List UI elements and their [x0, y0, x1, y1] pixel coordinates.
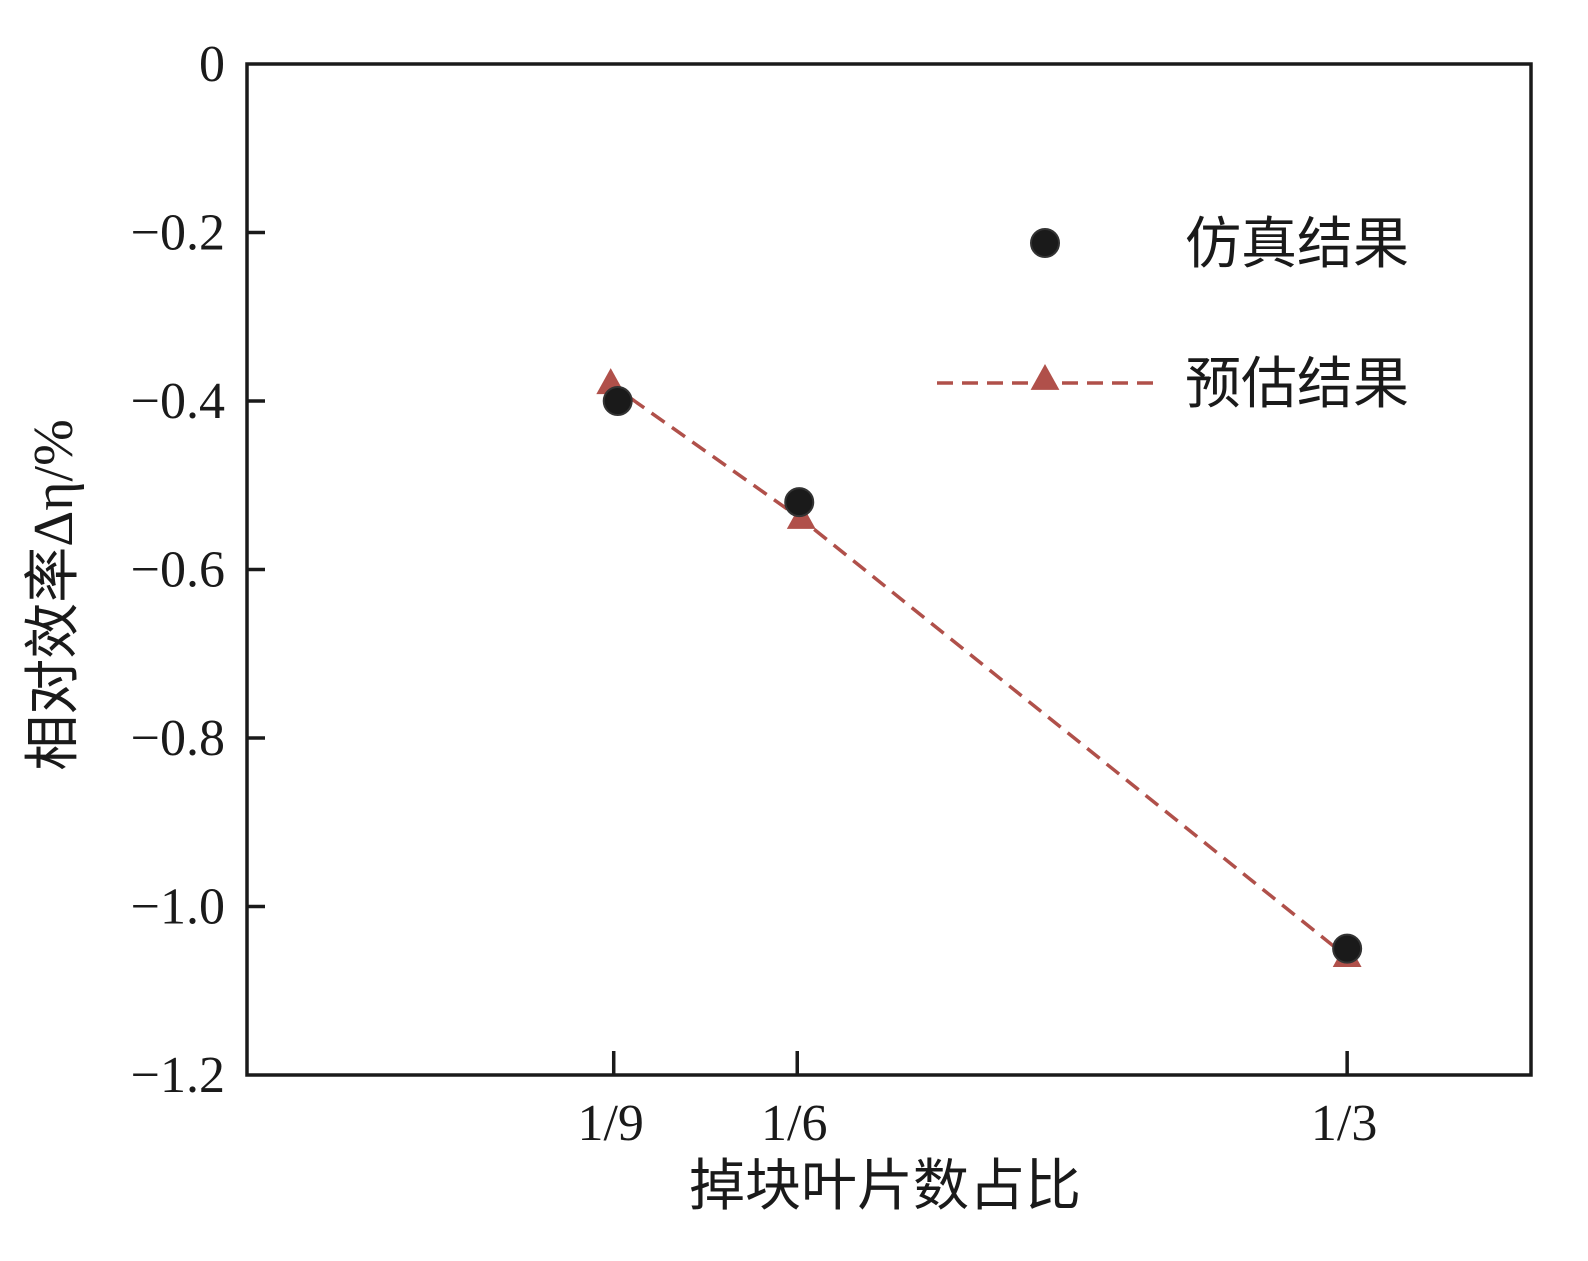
y-tick-label: 0 [199, 36, 225, 93]
axes-layer: 0 −0.2 −0.4 −0.6 −0.8 −1.0 −1.2 1/9 1/6 1/3 [131, 36, 1533, 1152]
legend-label: 仿真结果 [1185, 214, 1409, 276]
x-tick-label: 1/9 [577, 1095, 643, 1152]
y-axis-title: 相对效率Δη/% [23, 419, 85, 771]
y-tick-label: −0.4 [131, 373, 225, 430]
y-tick-label: −0.6 [131, 542, 225, 599]
x-tick-label: 1/3 [1311, 1095, 1377, 1152]
y-tick-label: −1.0 [131, 879, 225, 936]
legend-marker-triangle [1030, 364, 1060, 390]
x-tick-label: 1/6 [761, 1095, 827, 1152]
data-point-circle [1332, 933, 1363, 964]
data-point-circle [784, 487, 815, 518]
y-tick-label: −1.2 [131, 1047, 225, 1104]
x-axis-title: 掉块叶片数占比 [689, 1156, 1081, 1218]
data-point-circle [602, 386, 633, 416]
series-layer [596, 368, 1363, 967]
legend-marker-circle [1030, 228, 1060, 258]
y-tick-label: −0.8 [131, 710, 225, 767]
y-tick-label: −0.2 [131, 205, 225, 262]
legend-label: 预估结果 [1185, 354, 1409, 416]
